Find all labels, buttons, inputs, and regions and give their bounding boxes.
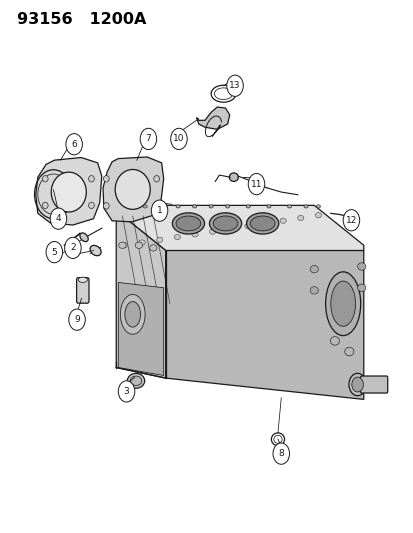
Ellipse shape (163, 205, 167, 208)
Ellipse shape (127, 373, 145, 388)
Circle shape (170, 128, 187, 150)
Circle shape (46, 241, 62, 263)
Circle shape (69, 309, 85, 330)
Ellipse shape (78, 277, 87, 282)
Ellipse shape (209, 229, 215, 235)
Text: 12: 12 (345, 216, 356, 225)
FancyBboxPatch shape (360, 376, 387, 393)
Text: 9: 9 (74, 315, 80, 324)
Ellipse shape (192, 232, 197, 237)
Ellipse shape (192, 205, 196, 208)
Ellipse shape (135, 242, 142, 248)
Circle shape (151, 200, 167, 221)
Ellipse shape (176, 205, 180, 208)
Ellipse shape (149, 245, 157, 251)
Ellipse shape (139, 240, 145, 245)
Text: 11: 11 (250, 180, 261, 189)
Ellipse shape (174, 235, 180, 240)
Ellipse shape (309, 265, 318, 273)
Circle shape (118, 381, 135, 402)
Ellipse shape (325, 272, 360, 336)
Text: 13: 13 (229, 81, 240, 90)
Ellipse shape (250, 216, 274, 231)
Ellipse shape (103, 203, 109, 209)
Polygon shape (196, 107, 229, 130)
Ellipse shape (213, 216, 237, 231)
Polygon shape (116, 211, 165, 378)
Ellipse shape (225, 205, 229, 208)
Ellipse shape (246, 205, 250, 208)
Ellipse shape (119, 242, 126, 248)
Ellipse shape (88, 175, 94, 182)
Ellipse shape (262, 221, 268, 226)
Text: 7: 7 (145, 134, 151, 143)
Circle shape (226, 75, 243, 96)
Ellipse shape (121, 243, 127, 248)
Circle shape (272, 443, 289, 464)
Text: 5: 5 (51, 248, 57, 257)
Ellipse shape (42, 175, 48, 182)
Ellipse shape (246, 213, 278, 234)
FancyBboxPatch shape (76, 278, 89, 303)
Ellipse shape (153, 203, 159, 209)
Ellipse shape (279, 218, 285, 223)
Circle shape (248, 173, 264, 195)
Ellipse shape (348, 373, 366, 395)
Ellipse shape (351, 377, 363, 392)
Polygon shape (165, 251, 363, 399)
Ellipse shape (227, 226, 233, 231)
Ellipse shape (315, 213, 321, 218)
Polygon shape (103, 157, 163, 222)
Ellipse shape (297, 215, 303, 221)
Text: 2: 2 (70, 244, 76, 253)
Ellipse shape (209, 213, 241, 234)
Ellipse shape (244, 223, 250, 229)
Ellipse shape (88, 202, 94, 208)
Ellipse shape (90, 245, 101, 256)
Circle shape (66, 134, 82, 155)
Ellipse shape (51, 172, 86, 212)
Text: 93156   1200A: 93156 1200A (17, 12, 146, 27)
Ellipse shape (309, 287, 318, 294)
Ellipse shape (287, 205, 291, 208)
Circle shape (342, 209, 359, 231)
Text: 1: 1 (156, 206, 162, 215)
Text: 3: 3 (123, 387, 129, 396)
Ellipse shape (316, 205, 320, 208)
Ellipse shape (357, 284, 365, 292)
Text: 4: 4 (55, 214, 61, 223)
Text: 10: 10 (173, 134, 184, 143)
Circle shape (140, 128, 156, 150)
Ellipse shape (156, 237, 162, 243)
Ellipse shape (344, 348, 353, 356)
Circle shape (50, 208, 66, 229)
Polygon shape (116, 205, 363, 251)
Ellipse shape (103, 175, 109, 182)
Text: 6: 6 (71, 140, 77, 149)
Ellipse shape (209, 205, 213, 208)
Ellipse shape (115, 169, 150, 209)
Polygon shape (36, 158, 102, 225)
Ellipse shape (42, 202, 48, 208)
Ellipse shape (266, 205, 270, 208)
Ellipse shape (347, 222, 354, 228)
Polygon shape (118, 282, 163, 375)
Ellipse shape (125, 302, 140, 327)
Ellipse shape (172, 213, 204, 234)
Ellipse shape (153, 175, 159, 182)
Ellipse shape (303, 205, 307, 208)
Ellipse shape (229, 173, 238, 181)
Ellipse shape (143, 205, 147, 208)
Circle shape (64, 237, 81, 259)
Ellipse shape (120, 294, 145, 334)
Text: 8: 8 (278, 449, 283, 458)
Ellipse shape (330, 337, 339, 345)
Ellipse shape (130, 376, 142, 385)
Ellipse shape (176, 216, 200, 231)
Ellipse shape (330, 281, 355, 326)
Ellipse shape (80, 233, 88, 241)
Ellipse shape (357, 263, 365, 270)
Ellipse shape (153, 205, 157, 208)
